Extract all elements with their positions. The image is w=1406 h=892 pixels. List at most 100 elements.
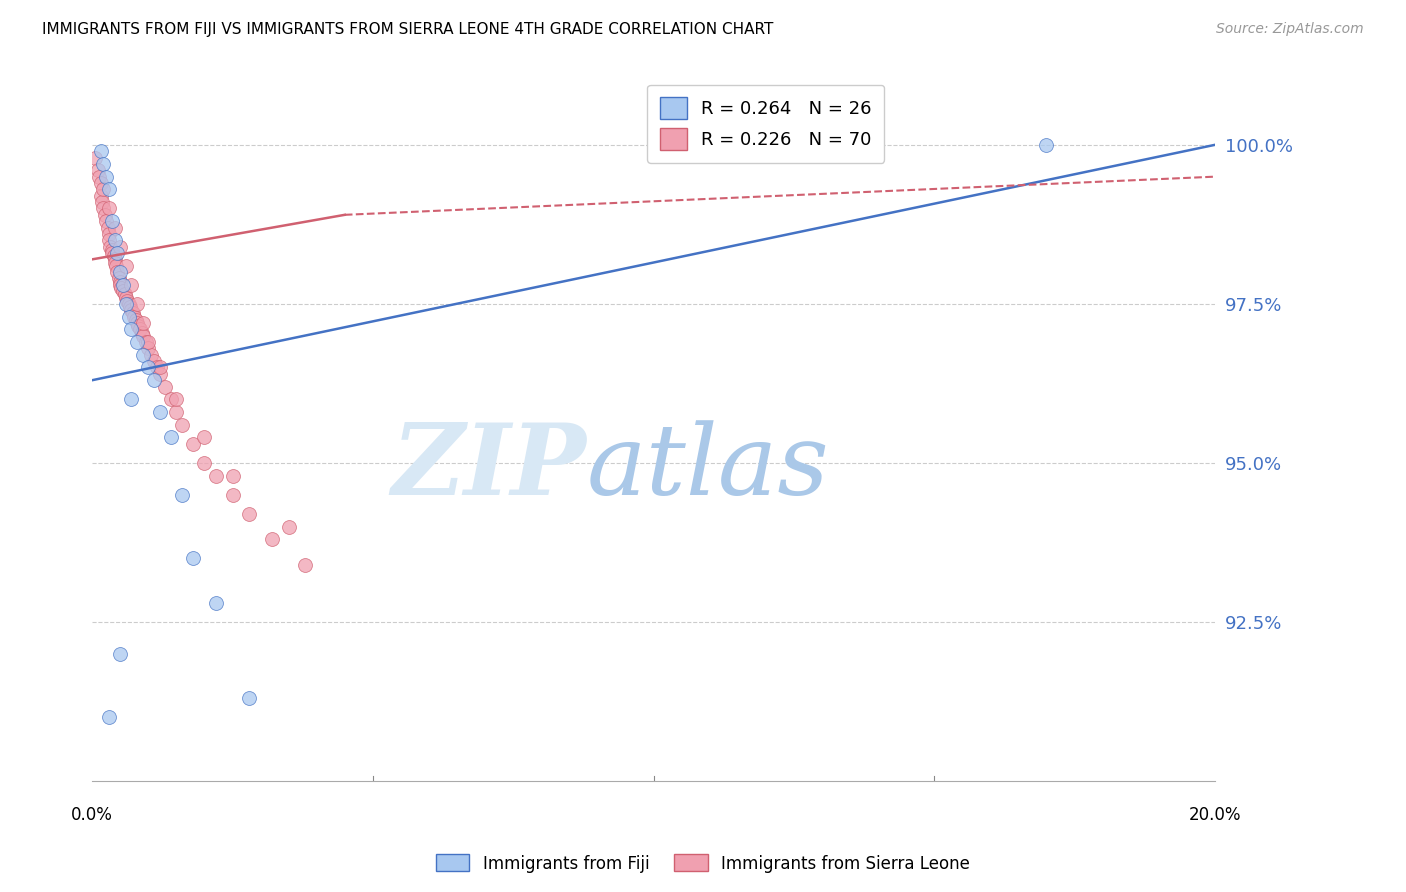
Point <box>96 169 118 184</box>
Point <box>125 312 148 326</box>
Point <box>98 710 121 724</box>
Point <box>93 182 115 196</box>
Point <box>134 334 156 349</box>
Point <box>114 287 136 301</box>
Point <box>115 291 138 305</box>
Point <box>127 319 149 334</box>
Text: IMMIGRANTS FROM FIJI VS IMMIGRANTS FROM SIERRA LEONE 4TH GRADE CORRELATION CHART: IMMIGRANTS FROM FIJI VS IMMIGRANTS FROM … <box>42 22 773 37</box>
Point <box>115 259 138 273</box>
Point <box>98 233 121 247</box>
Point <box>145 360 167 375</box>
Point <box>91 195 114 210</box>
Point <box>110 647 132 661</box>
Point <box>107 246 129 260</box>
Point <box>142 354 165 368</box>
Point <box>1035 137 1057 152</box>
Point <box>136 360 159 375</box>
Point <box>90 176 112 190</box>
Point <box>165 392 187 407</box>
Point <box>118 310 141 324</box>
Point <box>98 202 121 216</box>
Point <box>136 334 159 349</box>
Point <box>101 246 124 260</box>
Point <box>104 233 127 247</box>
Point <box>125 297 148 311</box>
Point <box>107 265 129 279</box>
Point <box>110 265 132 279</box>
Point <box>87 169 110 184</box>
Point <box>170 417 193 432</box>
Point <box>181 551 204 566</box>
Legend: Immigrants from Fiji, Immigrants from Sierra Leone: Immigrants from Fiji, Immigrants from Si… <box>429 847 977 880</box>
Point <box>112 284 135 298</box>
Point <box>142 373 165 387</box>
Point <box>103 249 125 263</box>
Legend: R = 0.264   N = 26, R = 0.226   N = 70: R = 0.264 N = 26, R = 0.226 N = 70 <box>647 85 884 163</box>
Point <box>128 322 150 336</box>
Text: ZIP: ZIP <box>391 419 586 516</box>
Point <box>98 239 121 253</box>
Point <box>139 348 162 362</box>
Point <box>193 456 215 470</box>
Point <box>148 405 170 419</box>
Point <box>118 297 141 311</box>
Point <box>153 379 176 393</box>
Point <box>277 519 299 533</box>
Point <box>124 310 146 324</box>
Point <box>131 316 153 330</box>
Point <box>104 255 127 269</box>
Point <box>90 145 112 159</box>
Text: Source: ZipAtlas.com: Source: ZipAtlas.com <box>1216 22 1364 37</box>
Point <box>84 151 107 165</box>
Point <box>204 596 226 610</box>
Text: atlas: atlas <box>586 420 830 515</box>
Point <box>101 243 124 257</box>
Point <box>115 297 138 311</box>
Point <box>131 348 153 362</box>
Point <box>110 275 132 289</box>
Point <box>136 342 159 356</box>
Point <box>112 277 135 292</box>
Point <box>148 367 170 381</box>
Point <box>159 430 181 444</box>
Point <box>125 316 148 330</box>
Point <box>104 220 127 235</box>
Point <box>131 326 153 340</box>
Point <box>110 277 132 292</box>
Point <box>96 214 118 228</box>
Point <box>238 507 260 521</box>
Point <box>115 293 138 308</box>
Point <box>159 392 181 407</box>
Point <box>93 208 115 222</box>
Point <box>120 300 142 314</box>
Point <box>181 437 204 451</box>
Point <box>121 277 143 292</box>
Point <box>110 239 132 253</box>
Point <box>260 533 283 547</box>
Point <box>221 488 243 502</box>
Point <box>90 188 112 202</box>
Point <box>131 328 153 343</box>
Point <box>121 392 143 407</box>
Point <box>98 182 121 196</box>
Point <box>193 430 215 444</box>
Point <box>238 691 260 706</box>
Point <box>110 281 132 295</box>
Text: 20.0%: 20.0% <box>1188 806 1241 824</box>
Point <box>108 271 131 285</box>
Point <box>101 214 124 228</box>
Point <box>204 468 226 483</box>
Point <box>125 334 148 349</box>
Point <box>104 259 127 273</box>
Point <box>87 163 110 178</box>
Point <box>104 252 127 267</box>
Point <box>121 322 143 336</box>
Point <box>98 227 121 241</box>
Point <box>97 220 120 235</box>
Point <box>148 360 170 375</box>
Point <box>165 405 187 419</box>
Point <box>170 488 193 502</box>
Point <box>121 303 143 318</box>
Point <box>294 558 316 572</box>
Point <box>121 306 143 320</box>
